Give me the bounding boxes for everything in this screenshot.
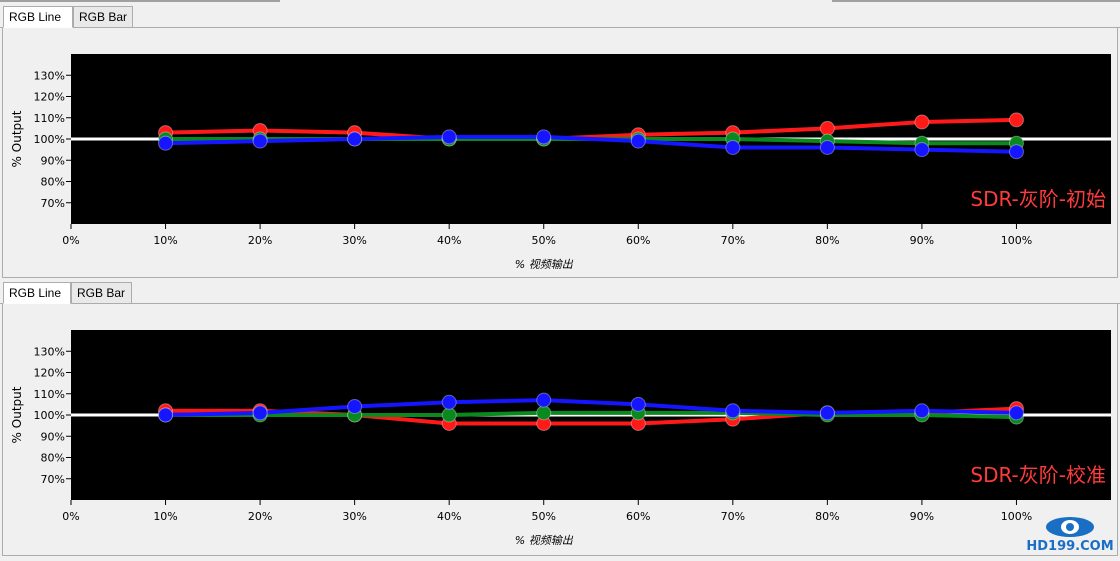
y-tick-label: 90% <box>41 154 65 167</box>
tab-rgb-line[interactable]: RGB Line <box>3 6 73 28</box>
top-edge-segment <box>832 0 1120 2</box>
blue-data-point <box>725 140 741 155</box>
top-edge-segment <box>0 0 280 2</box>
blue-data-point <box>252 405 268 421</box>
chart-area: 70% 80% 90% 100% 110% 120% 130% 0% 10% 20% 30% 40% 5… <box>2 28 1118 278</box>
x-axis-label: % 视频输出 <box>515 534 574 547</box>
blue-data-point <box>441 394 457 410</box>
tab-strip: RGB Line RGB Bar <box>0 6 1120 28</box>
x-tick-label: 10% <box>153 510 177 523</box>
x-tick-label: 10% <box>153 234 177 247</box>
blue-data-point <box>441 129 457 145</box>
red-series-line <box>165 117 1017 141</box>
x-tick-label: 100% <box>1001 234 1032 247</box>
x-tick-label: 0% <box>62 510 79 523</box>
rgb-line-chart: 70% 80% 90% 100% 110% 120% 130% 0% 10% 20% 30% 40% 5… <box>10 54 1111 271</box>
blue-data-point <box>1008 144 1024 160</box>
green-data-point <box>536 405 552 421</box>
y-tick-label: 130% <box>34 345 65 358</box>
x-tick-label: 70% <box>721 234 745 247</box>
chart-panel-calibrated: RGB Line RGB Bar 70% 80% 90% 100% 110% 120% 13… <box>0 282 1120 556</box>
red-data-point <box>1008 112 1024 128</box>
x-tick-label: 50% <box>532 510 556 523</box>
tab-rgb-bar[interactable]: RGB Bar <box>73 6 133 28</box>
y-tick-label: 80% <box>41 452 65 465</box>
blue-data-point <box>347 399 363 414</box>
chart-panel-initial: RGB Line RGB Bar 70% 80% 90% 100% 110% 120% 13… <box>0 6 1120 278</box>
logo-text: HD199.COM <box>1026 539 1113 554</box>
red-data-point <box>819 120 835 136</box>
chart-annotation: SDR-灰阶-初始 <box>970 187 1106 211</box>
blue-data-point <box>158 135 174 151</box>
blue-data-point <box>914 403 930 419</box>
y-tick-label: 90% <box>41 430 65 443</box>
x-tick-label: 30% <box>342 234 366 247</box>
blue-data-point <box>725 403 741 419</box>
y-tick-label: 120% <box>34 367 65 380</box>
chart-area: 70% 80% 90% 100% 110% 120% 130% 0% 10% 20% 30% 40% 5… <box>2 304 1118 556</box>
x-tick-label: 30% <box>342 510 366 523</box>
y-tick-label: 70% <box>41 197 65 210</box>
blue-data-point <box>252 133 268 149</box>
blue-data-point <box>630 133 646 149</box>
x-tick-label: 90% <box>910 510 934 523</box>
tab-rgb-line[interactable]: RGB Line <box>3 282 71 304</box>
tab-strip-divider <box>0 303 1120 304</box>
green-series-line <box>165 410 1017 420</box>
window-top-edge <box>0 0 1120 3</box>
blue-series-line <box>165 398 1017 417</box>
tab-strip: RGB Line RGB Bar <box>0 282 1120 304</box>
blue-data-point <box>1008 405 1024 421</box>
x-tick-label: 0% <box>62 234 79 247</box>
x-tick-label: 80% <box>815 234 839 247</box>
x-tick-label: 50% <box>532 234 556 247</box>
y-tick-label: 110% <box>34 112 65 125</box>
tab-strip-divider <box>0 27 1120 28</box>
x-tick-label: 20% <box>248 234 272 247</box>
green-data-point <box>441 407 457 423</box>
blue-data-point <box>630 396 646 412</box>
blue-data-point <box>819 405 835 421</box>
blue-data-point <box>347 131 363 147</box>
tab-rgb-bar[interactable]: RGB Bar <box>71 282 132 304</box>
blue-data-point <box>536 129 552 145</box>
x-tick-label: 90% <box>910 234 934 247</box>
rgb-line-chart: 70% 80% 90% 100% 110% 120% 130% 0% 10% 20% 30% 40% 5… <box>10 330 1111 547</box>
y-tick-label: 130% <box>34 69 65 82</box>
x-tick-label: 80% <box>815 510 839 523</box>
x-tick-label: 40% <box>437 234 461 247</box>
chart-annotation: SDR-灰阶-校准 <box>970 463 1106 487</box>
x-tick-label: 60% <box>626 510 650 523</box>
y-axis-label: % Output <box>10 386 24 443</box>
y-tick-label: 100% <box>34 409 65 422</box>
x-tick-label: 40% <box>437 510 461 523</box>
x-tick-label: 60% <box>626 234 650 247</box>
x-tick-label: 100% <box>1001 510 1032 523</box>
x-axis-label: % 视频输出 <box>515 258 574 271</box>
red-data-point <box>914 114 930 130</box>
blue-data-point <box>819 140 835 155</box>
y-axis-label: % Output <box>10 110 24 167</box>
blue-data-point <box>158 407 174 423</box>
blue-data-point <box>536 392 552 408</box>
y-tick-label: 100% <box>34 133 65 146</box>
y-tick-label: 70% <box>41 473 65 486</box>
blue-series-line <box>165 134 1017 154</box>
x-tick-label: 20% <box>248 510 272 523</box>
y-tick-label: 120% <box>34 91 65 104</box>
x-tick-label: 70% <box>721 510 745 523</box>
blue-data-point <box>914 142 930 158</box>
logo-eye-icon: HD199.COM <box>1026 517 1114 554</box>
hd199-logo: HD199.COM <box>1018 514 1118 554</box>
y-tick-label: 80% <box>41 176 65 189</box>
y-tick-label: 110% <box>34 388 65 401</box>
